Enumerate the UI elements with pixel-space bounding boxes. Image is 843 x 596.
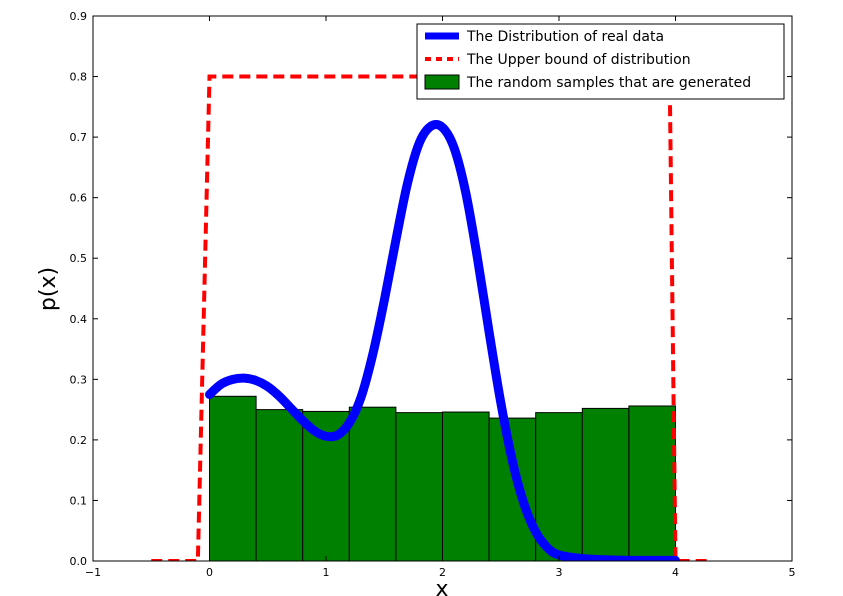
legend-swatch-samples (424, 74, 460, 90)
real-distribution-line (205, 119, 680, 561)
x-tick-label: 3 (556, 566, 563, 579)
y-tick-label: 0.9 (70, 10, 88, 23)
histogram-bar-9 (581, 407, 630, 561)
x-axis-label: x (435, 577, 448, 596)
x-tick-label: −1 (85, 566, 101, 579)
y-tick-label: 0.8 (70, 71, 88, 84)
y-tick-label: 0.7 (70, 131, 88, 144)
x-tick-label: 1 (323, 566, 330, 579)
histogram-bar-1 (209, 395, 257, 561)
x-tick-label: 5 (789, 566, 796, 579)
histogram-bar-5 (395, 412, 443, 561)
x-tick-label: 4 (672, 566, 679, 579)
x-tick-label: 2 (439, 566, 446, 579)
y-tick-label: 0.0 (70, 555, 88, 568)
legend-box (416, 23, 785, 100)
legend: The Distribution of real data The Upper b… (416, 23, 785, 100)
y-tick-label: 0.3 (70, 373, 88, 386)
axis-ticks: −1 0 1 2 3 4 5 0.0 0.1 0.2 0.3 0.4 0.5 0.6 0.7 0.8 0.9 (70, 10, 796, 579)
plot-area (151, 74, 711, 561)
y-tick-label: 0.6 (70, 192, 88, 205)
x-tick-label: 0 (206, 566, 213, 579)
y-tick-label: 0.2 (70, 434, 88, 447)
legend-label: The random samples that are generated (466, 75, 751, 91)
histogram-bar-7 (488, 417, 537, 561)
y-tick-label: 0.5 (70, 252, 88, 265)
histogram-bar-10 (628, 405, 677, 561)
legend-label: The Distribution of real data (466, 29, 664, 45)
histogram-bar-6 (442, 411, 490, 561)
legend-label: The Upper bound of distribution (466, 52, 691, 68)
histogram-bar-4 (348, 406, 397, 561)
histogram-bar-2 (255, 409, 304, 561)
y-axis-label: p(x) (36, 267, 61, 311)
y-tick-label: 0.4 (70, 313, 88, 326)
y-tick-label: 0.1 (70, 494, 88, 507)
